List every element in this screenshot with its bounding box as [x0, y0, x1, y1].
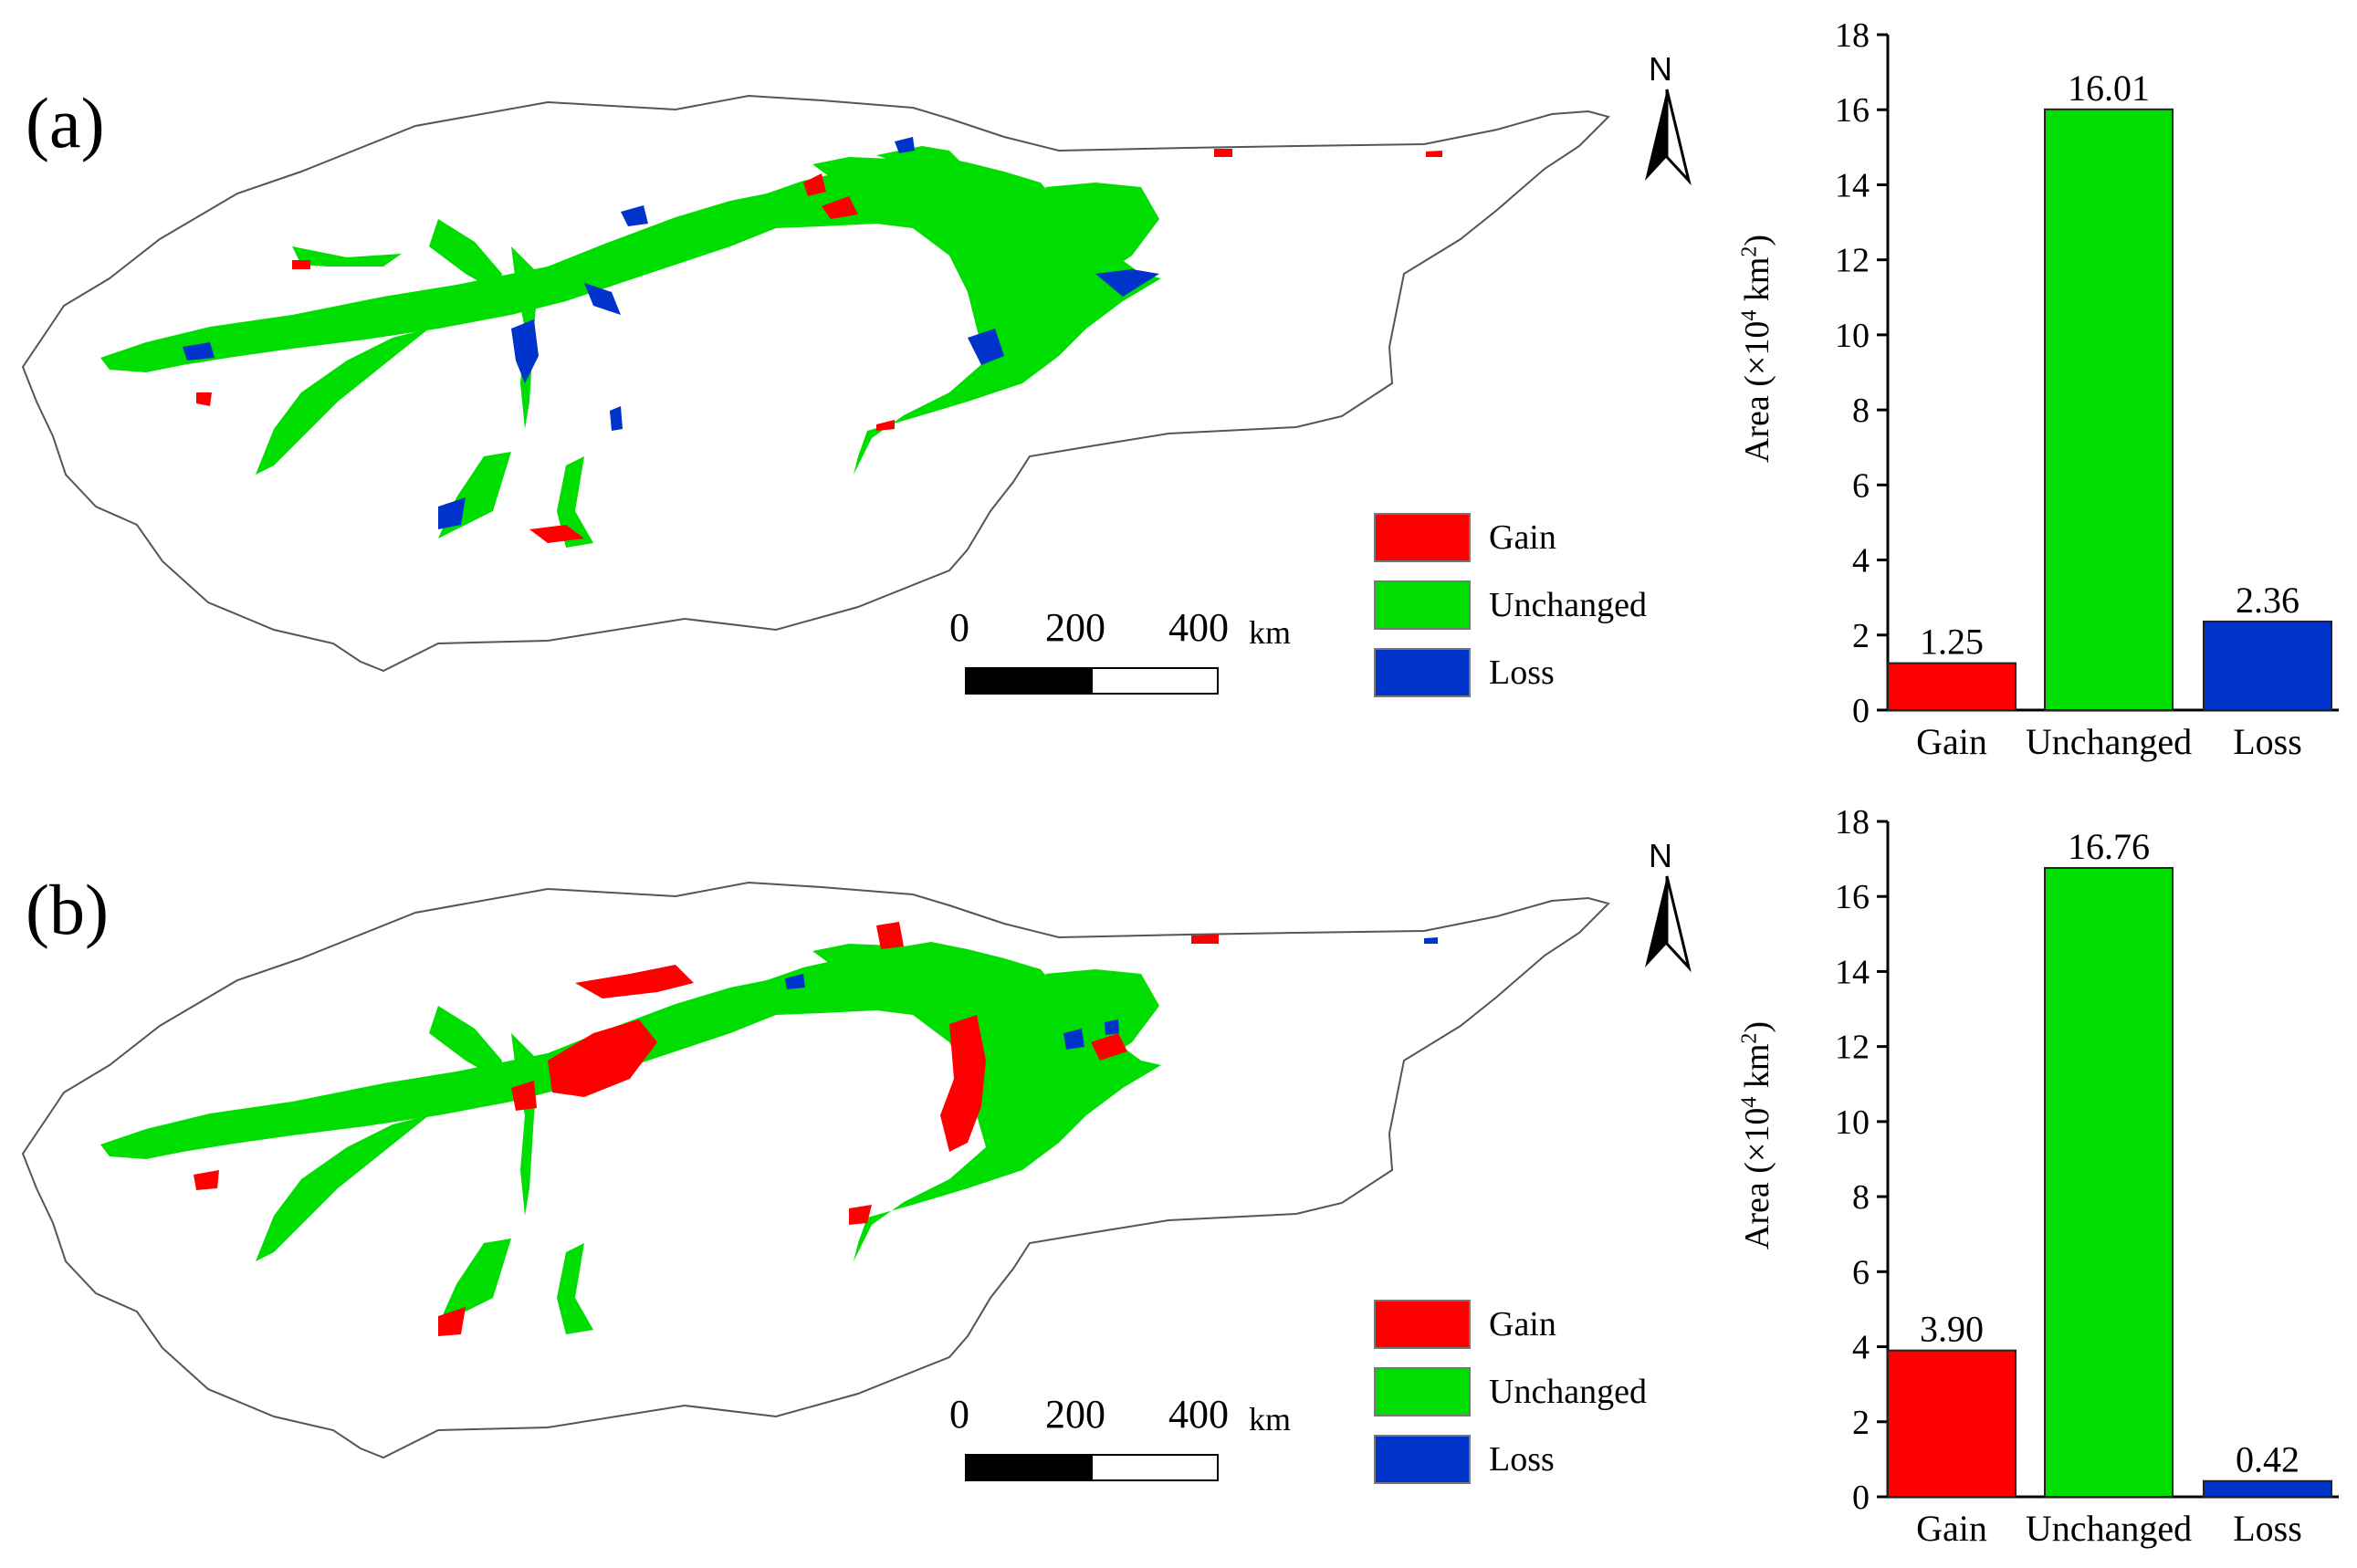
y-tick-label: 8	[1852, 1178, 1870, 1217]
bar-gain	[1887, 1349, 2017, 1499]
scale-unit: km	[1249, 614, 1292, 651]
legend-swatch-unchanged	[1374, 1367, 1471, 1416]
legend-item-unchanged: Unchanged	[1374, 571, 1647, 639]
legend-label-loss: Loss	[1489, 653, 1555, 692]
y-tick-label: 0	[1852, 1479, 1870, 1517]
y-tick-label: 14	[1835, 166, 1870, 204]
habitat-loss	[785, 937, 1438, 1050]
north-label: N	[1649, 837, 1672, 874]
scale-bar-labels: 0 200 400 km	[940, 604, 1342, 651]
scale-tick-400: 400	[1168, 605, 1229, 650]
x-tick-label: Loss	[2233, 1508, 2302, 1549]
scale-unit: km	[1249, 1401, 1292, 1437]
legend: Gain Unchanged Loss	[1374, 504, 1647, 706]
panel-b: 0 2 4 6 8 10 12 14 16 18 3.90 Gain 16.76 Unchanged 0.…	[0, 787, 2357, 1568]
data-label: 16.01	[2068, 68, 2150, 109]
x-tick-label: Loss	[2233, 721, 2302, 762]
y-tick-label: 16	[1835, 878, 1870, 916]
legend-label-loss: Loss	[1489, 1440, 1555, 1479]
legend-swatch-loss	[1374, 1435, 1471, 1484]
data-label: 0.42	[2236, 1439, 2299, 1480]
legend-item-unchanged: Unchanged	[1374, 1358, 1647, 1426]
legend-label-gain: Gain	[1489, 1305, 1556, 1343]
scale-tick-0: 0	[949, 605, 969, 650]
y-axis-label: Area (×104 km2)	[1737, 1020, 1776, 1250]
legend-label-unchanged: Unchanged	[1489, 586, 1648, 624]
scale-tick-0: 0	[949, 1392, 969, 1437]
y-tick-label: 12	[1835, 242, 1870, 280]
legend-item-gain: Gain	[1374, 1291, 1647, 1358]
data-label: 1.25	[1920, 622, 1984, 663]
y-tick-label: 2	[1852, 1404, 1870, 1442]
panel-a-graphics: 0 2 4 6 8 10 12 14 16 18 1.25 Gain 16.01 Unchanged 2.…	[21, 16, 2339, 762]
bar-unchanged	[2044, 866, 2174, 1498]
bar-gain	[1887, 662, 2017, 711]
legend-item-loss: Loss	[1374, 1426, 1647, 1493]
north-arrow-icon	[1645, 875, 1692, 973]
x-tick-label: Gain	[1916, 721, 1987, 762]
y-tick-label: 6	[1852, 1253, 1870, 1291]
y-tick-label: 18	[1835, 803, 1870, 841]
y-tick-label: 10	[1835, 1103, 1870, 1142]
bar-loss	[2203, 620, 2332, 712]
bar-unchanged	[2044, 108, 2174, 712]
panel-a: 0 2 4 6 8 10 12 14 16 18 1.25 Gain 16.01 Unchanged 2.…	[0, 0, 2357, 781]
habitat-loss	[183, 137, 1159, 529]
y-tick-label: 0	[1852, 692, 1870, 730]
habitat-gain	[196, 149, 1442, 543]
panel-label: (a)	[26, 83, 105, 162]
y-tick-label: 8	[1852, 392, 1870, 430]
y-axis-label: Area (×104 km2)	[1737, 234, 1776, 464]
bar-chart-b: 0 2 4 6 8 10 12 14 16 18 3.90 Gain 16.76 Unchanged 0.…	[1835, 803, 2339, 1549]
y-tick-label: 16	[1835, 91, 1870, 130]
data-label: 3.90	[1920, 1309, 1984, 1350]
panel-label: (b)	[26, 870, 109, 949]
y-tick-label: 10	[1835, 317, 1870, 355]
bar-chart-a: 0 2 4 6 8 10 12 14 16 18 1.25 Gain 16.01 Unchanged 2.…	[1835, 16, 2339, 762]
y-tick-label: 18	[1835, 16, 1870, 55]
scale-bar-labels: 0 200 400 km	[940, 1391, 1342, 1437]
y-tick-label: 6	[1852, 466, 1870, 505]
legend-swatch-loss	[1374, 648, 1471, 697]
panel-b-graphics: 0 2 4 6 8 10 12 14 16 18 3.90 Gain 16.76 Unchanged 0.…	[21, 803, 2339, 1549]
y-tick-label: 4	[1852, 1329, 1870, 1367]
legend-item-gain: Gain	[1374, 504, 1647, 571]
habitat-gain	[194, 922, 1219, 1336]
data-label: 2.36	[2236, 580, 2299, 621]
legend-label-unchanged: Unchanged	[1489, 1373, 1648, 1411]
scale-bar	[965, 667, 1219, 695]
north-arrow-icon	[1645, 89, 1692, 186]
data-label: 16.76	[2068, 826, 2150, 867]
scale-tick-200: 200	[1045, 605, 1105, 650]
legend-swatch-gain	[1374, 1300, 1471, 1349]
scale-tick-400: 400	[1168, 1392, 1229, 1437]
legend-item-loss: Loss	[1374, 639, 1647, 706]
legend-label-gain: Gain	[1489, 518, 1556, 557]
north-label: N	[1649, 50, 1672, 88]
y-tick-label: 4	[1852, 542, 1870, 580]
region-outline	[21, 881, 1610, 1459]
y-tick-label: 2	[1852, 617, 1870, 655]
x-tick-label: Unchanged	[2026, 721, 2192, 762]
legend-swatch-gain	[1374, 513, 1471, 562]
x-tick-label: Unchanged	[2026, 1508, 2192, 1549]
y-tick-label: 14	[1835, 953, 1870, 991]
x-tick-label: Gain	[1916, 1508, 1987, 1549]
legend: Gain Unchanged Loss	[1374, 1291, 1647, 1493]
bar-loss	[2203, 1479, 2332, 1499]
region-outline	[21, 94, 1610, 673]
y-tick-label: 12	[1835, 1029, 1870, 1067]
legend-swatch-unchanged	[1374, 580, 1471, 630]
habitat-unchanged	[100, 146, 1161, 548]
scale-tick-200: 200	[1045, 1392, 1105, 1437]
scale-bar	[965, 1454, 1219, 1481]
